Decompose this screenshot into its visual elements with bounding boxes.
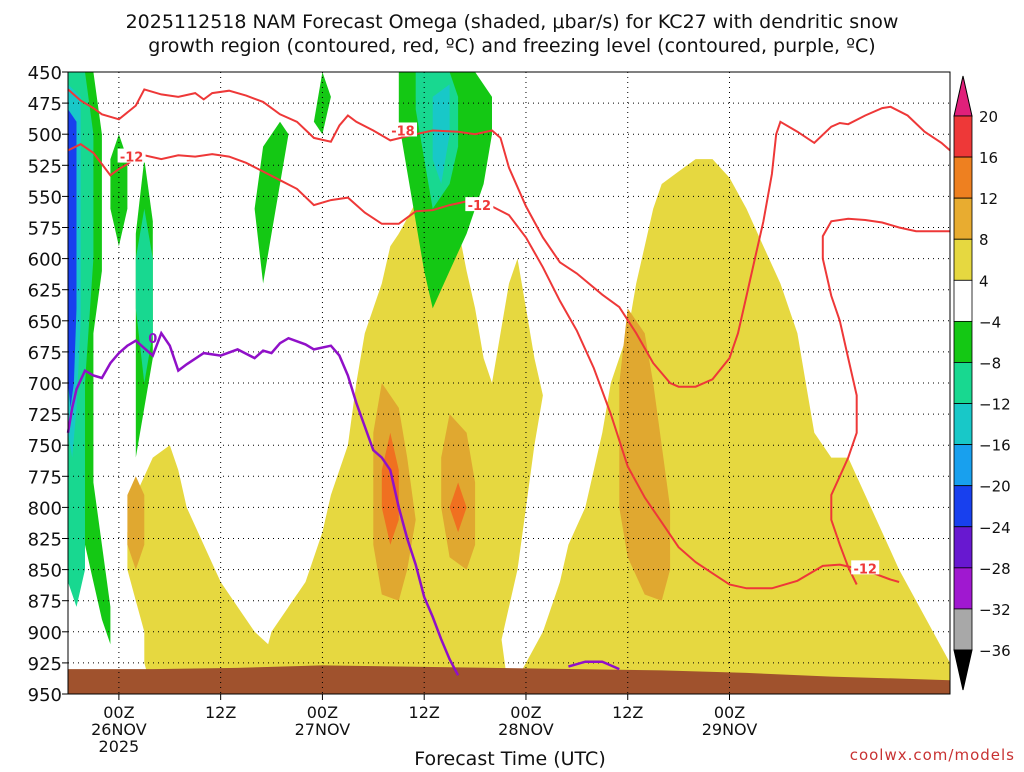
x-tick-label: 00Z <box>103 703 134 722</box>
y-tick-label: 775 <box>28 467 62 488</box>
y-tick-label: 500 <box>28 125 62 146</box>
colorbar-segment <box>953 567 973 610</box>
colorbar-label: −12 <box>979 396 1011 414</box>
y-tick-label: 650 <box>28 312 62 333</box>
x-tick-label: 12Z <box>409 703 440 722</box>
colorbar-label: −28 <box>979 560 1011 578</box>
y-tick-label: 625 <box>28 281 62 302</box>
colorbar-segment <box>953 197 973 240</box>
omega-orange-region <box>127 476 145 570</box>
colorbar-label: −4 <box>979 313 1001 331</box>
y-tick-label: 525 <box>28 156 62 177</box>
colorbar-segment <box>953 279 973 322</box>
dgz-contour-line <box>67 143 900 590</box>
y-tick-label: 900 <box>28 623 62 644</box>
y-tick-label: 950 <box>28 685 62 706</box>
x-tick-label: 12Z <box>612 703 643 722</box>
x-tick-label: 26NOV <box>91 720 147 739</box>
dgz-contour-line <box>821 217 950 585</box>
colorbar-segment <box>953 485 973 528</box>
colorbar-label: 12 <box>979 190 998 208</box>
y-axis: 450 475 500 525 550 575 600 625 650 675 700 725 750 7… <box>28 63 68 706</box>
colorbar-label: −8 <box>979 354 1001 372</box>
x-tick-label: 27NOV <box>295 720 351 739</box>
colorbar-label: −36 <box>979 642 1011 660</box>
y-tick-label: 800 <box>28 498 62 519</box>
omega-orange-region <box>619 308 671 601</box>
y-tick-label: 875 <box>28 592 62 613</box>
contour-label-background <box>388 122 417 137</box>
grid-lines <box>68 72 950 694</box>
colorbar-bottom-triangle <box>953 649 973 691</box>
y-tick-label: 725 <box>28 405 62 426</box>
omega-shading <box>68 72 950 695</box>
colorbar-segment <box>953 362 973 404</box>
y-tick-label: 675 <box>28 343 62 364</box>
x-tick-label: 00Z <box>510 703 541 722</box>
omega-teal-region <box>135 208 153 383</box>
chart-title-line1: 2025112518 NAM Forecast Omega (shaded, μ… <box>126 11 899 33</box>
x-tick-label: 28NOV <box>498 720 554 739</box>
colorbar-label: −24 <box>979 519 1011 537</box>
x-tick-label: 29NOV <box>702 720 758 739</box>
y-tick-label: 700 <box>28 374 62 395</box>
colorbar-segment <box>953 608 973 651</box>
colorbar-label: 20 <box>979 108 998 126</box>
omega-green-region <box>313 72 331 135</box>
contour-label: -12 <box>853 562 877 577</box>
x-tick-label: 2025 <box>99 737 140 756</box>
x-axis-label: Forecast Time (UTC) <box>414 748 605 768</box>
contour-label: 0 <box>148 332 157 347</box>
y-tick-label: 825 <box>28 530 62 551</box>
colorbar-label: −20 <box>979 478 1011 496</box>
contour-label: -12 <box>468 199 492 214</box>
x-tick-label: 00Z <box>714 703 745 722</box>
colorbar-segment <box>953 156 973 199</box>
chart-title-line2: growth region (contoured, red, ºC) and f… <box>148 35 875 57</box>
colorbar-label: 4 <box>979 272 989 290</box>
watermark: coolwx.com/models <box>850 746 1015 764</box>
colorbar-label: −16 <box>979 437 1011 455</box>
colorbar: 20 16 12 8 4 −4 −8 −12 −16 −20 −24 −28 −32 −36 <box>953 75 1011 691</box>
omega-yellow-region <box>509 159 950 695</box>
contour-label: -12 <box>120 151 144 166</box>
y-tick-label: 450 <box>28 63 62 84</box>
colorbar-label: 8 <box>979 231 989 249</box>
x-tick-label: 12Z <box>205 703 236 722</box>
freezing-level-line <box>66 330 460 676</box>
colorbar-segment <box>953 115 973 158</box>
omega-dark-orange-region <box>381 432 399 545</box>
y-tick-label: 600 <box>28 250 62 271</box>
colorbar-label: −32 <box>979 601 1011 619</box>
colorbar-segment <box>953 444 973 487</box>
y-tick-label: 850 <box>28 561 62 582</box>
colorbar-segment <box>953 238 973 281</box>
contour-label: -18 <box>391 124 415 139</box>
contours: -12 -18 -12 -12 0 <box>66 88 951 676</box>
contour-label-background <box>465 197 494 212</box>
omega-green-region <box>254 121 289 284</box>
omega-blue-region <box>68 109 77 408</box>
x-tick-label: 00Z <box>307 703 338 722</box>
freezing-level-line <box>568 660 620 671</box>
colorbar-segment <box>953 526 973 569</box>
omega-cyan-region <box>432 84 450 184</box>
contour-label-background <box>851 560 880 575</box>
y-tick-label: 475 <box>28 94 62 115</box>
y-tick-label: 550 <box>28 187 62 208</box>
colorbar-label: 16 <box>979 149 998 167</box>
y-tick-label: 575 <box>28 219 62 240</box>
y-tick-label: 925 <box>28 654 62 675</box>
colorbar-segment <box>953 403 973 446</box>
contour-label-background <box>117 148 146 163</box>
dgz-contour-line <box>67 88 951 388</box>
colorbar-segment <box>953 320 973 363</box>
y-tick-label: 750 <box>28 436 62 457</box>
